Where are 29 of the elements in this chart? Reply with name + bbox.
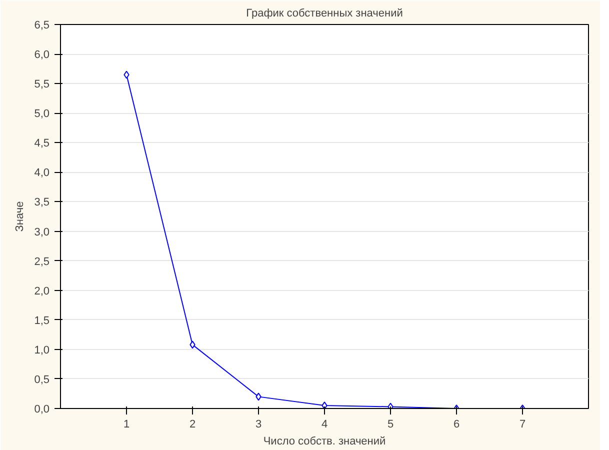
x-tick-label: 1 (123, 418, 130, 430)
x-tick-label: 6 (453, 418, 460, 430)
y-tick-label: 5,5 (34, 78, 50, 91)
y-tick-label: 1,0 (34, 344, 50, 356)
y-tick-label: 3,5 (34, 196, 50, 209)
y-tick-label: 0,0 (34, 404, 50, 416)
y-tick-label: 1,5 (34, 314, 50, 327)
x-tick-label: 2 (189, 418, 196, 430)
chart-title: График собственных значений (246, 8, 403, 20)
x-tick-label: 4 (321, 418, 328, 430)
point (322, 402, 328, 408)
x-axis-title: Число собств. значений (263, 436, 386, 448)
y-tick-label: 3,0 (34, 226, 50, 238)
point (256, 392, 262, 401)
y-tick-label: 5,0 (34, 108, 50, 120)
point (124, 70, 130, 79)
y-axis-title: Значе (14, 201, 26, 232)
x-tick-label: 7 (519, 418, 526, 430)
y-tick-label: 6,5 (34, 20, 50, 32)
point (190, 340, 196, 349)
y-tick-label: 4,0 (34, 167, 50, 180)
x-tick-label: 3 (255, 418, 262, 430)
y-tick-label: 2,5 (34, 256, 50, 268)
y-tick-label: 6,0 (34, 49, 50, 62)
x-tick-label: 5 (387, 418, 394, 430)
point (388, 402, 394, 408)
y-tick-label: 2,0 (34, 285, 50, 298)
y-tick-label: 0,5 (34, 374, 50, 386)
y-tick-label: 4,5 (34, 138, 50, 150)
